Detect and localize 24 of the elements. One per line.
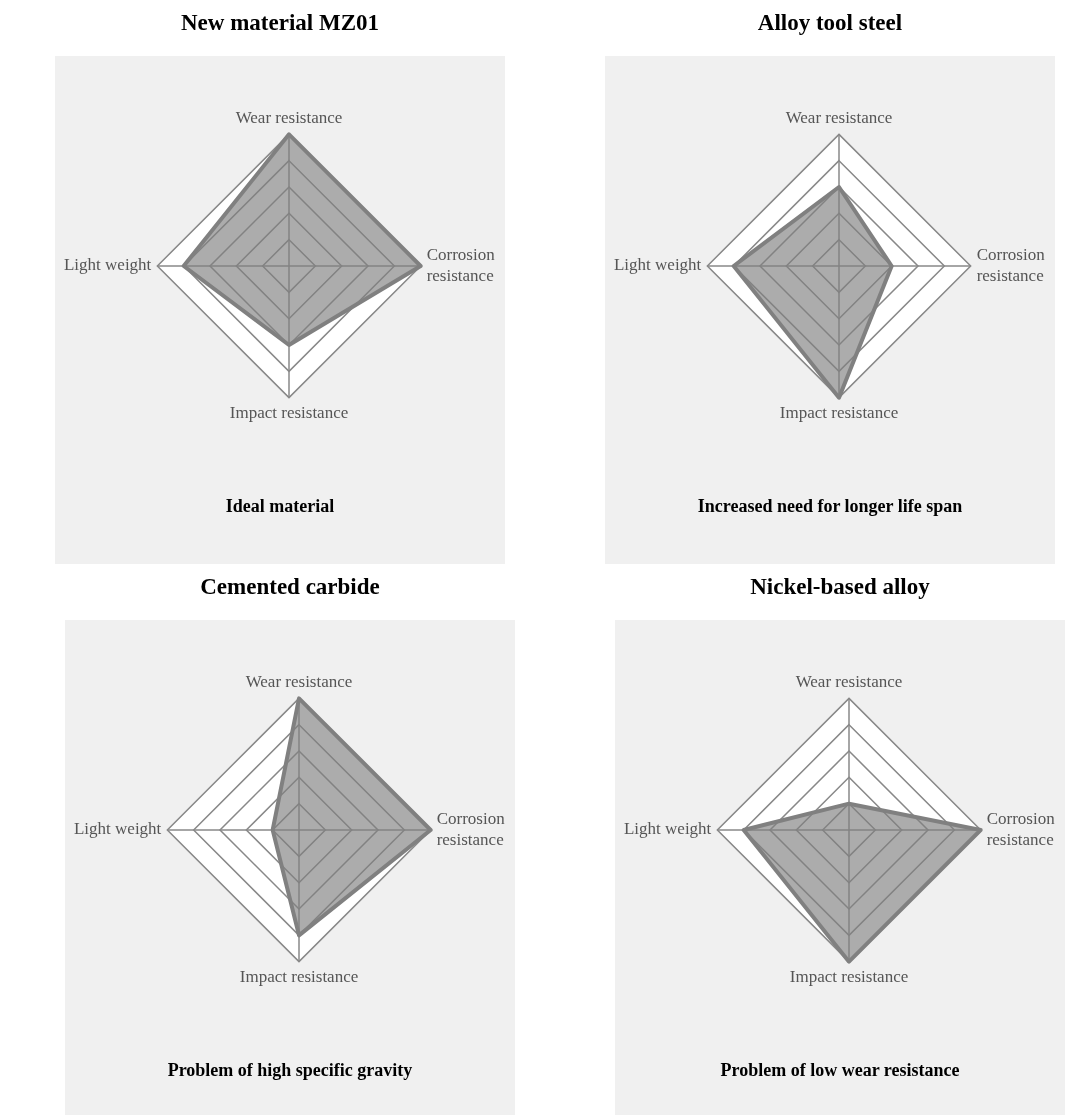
text: Problem of high specific gravity	[166, 1060, 414, 1081]
chart-title: New material MZ01	[180, 9, 380, 37]
spoke-label: Corrosion resistance	[426, 245, 496, 285]
text: Problem of low wear resistance	[719, 1060, 961, 1081]
chart-title: Cemented carbide	[199, 573, 381, 601]
spoke-label: Corrosion resistance	[986, 809, 1056, 849]
spoke-label: Wear resistance	[795, 671, 903, 691]
chart-title: Nickel-based alloy	[749, 573, 931, 601]
spoke-label: Wear resistance	[785, 107, 893, 127]
spoke-label: Impact resistance	[229, 403, 349, 423]
spoke-label: Wear resistance	[245, 671, 353, 691]
text: Increased need for longer life span	[696, 496, 964, 517]
spoke-label: Light weight	[613, 255, 702, 275]
text: Ideal material	[224, 496, 336, 517]
spoke-label: Light weight	[623, 819, 712, 839]
spoke-label: Impact resistance	[239, 967, 359, 987]
chart-title: Alloy tool steel	[756, 9, 904, 37]
spoke-label: Wear resistance	[235, 107, 343, 127]
spoke-label: Impact resistance	[789, 967, 909, 987]
spoke-label: Corrosion resistance	[436, 809, 506, 849]
spoke-label: Light weight	[73, 819, 162, 839]
spoke-label: Corrosion resistance	[976, 245, 1046, 285]
spoke-label: Impact resistance	[779, 403, 899, 423]
spoke-label: Light weight	[63, 255, 152, 275]
